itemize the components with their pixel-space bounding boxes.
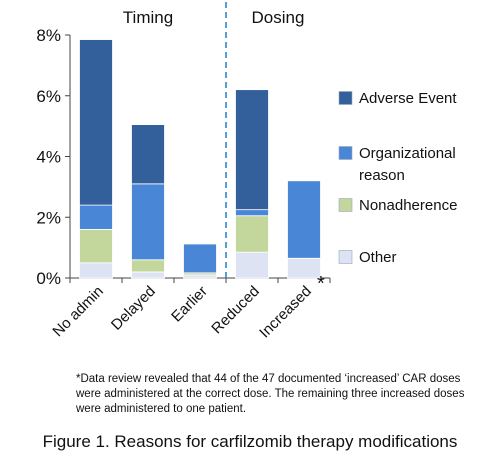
legend-label-adverse-event: Adverse Event: [359, 90, 457, 107]
x-category-label-delayed: Delayed: [108, 283, 159, 334]
y-tick-label: 0%: [36, 269, 61, 288]
y-tick-label: 4%: [36, 148, 61, 167]
legend-label-organizational-reason: Organizational reason: [359, 145, 456, 184]
bar-no-admin-organizational-reason: [79, 204, 113, 230]
bar-delayed-other: [131, 271, 165, 279]
bar-earlier-other: [183, 274, 217, 279]
bar-increased-other: [287, 257, 321, 279]
legend-swatch-adverse-event: [338, 91, 353, 105]
bar-reduced-organizational-reason: [235, 209, 269, 217]
x-category-label-no-admin: No admin: [49, 283, 106, 340]
chart-footnote: *Data review revealed that 44 of the 47 …: [76, 373, 465, 415]
figure-caption: Figure 1. Reasons for carfilzomib therap…: [42, 432, 458, 451]
bar-reduced-adverse-event: [235, 89, 269, 211]
y-tick-label: 8%: [36, 26, 61, 45]
bar-delayed-organizational-reason: [131, 183, 165, 261]
y-tick-label: 6%: [36, 87, 61, 106]
section-label-dosing: Dosing: [252, 8, 305, 27]
legend-swatch-organizational-reason: [338, 146, 353, 160]
legend-label-other: Other: [359, 249, 397, 266]
bar-delayed-adverse-event: [131, 124, 165, 185]
x-category-label-reduced: Reduced: [208, 283, 262, 337]
legend-swatch-nonadherence: [338, 198, 353, 212]
legend-label-nonadherence: Nonadherence: [359, 197, 457, 214]
x-category-label-increased: Increased: [256, 283, 315, 342]
x-category-label-earlier: Earlier: [168, 283, 211, 326]
bar-increased-organizational-reason: [287, 180, 321, 259]
y-tick-label: 2%: [36, 208, 61, 227]
section-label-timing: Timing: [123, 8, 173, 27]
bar-reduced-nonadherence: [235, 215, 269, 253]
bar-reduced-other: [235, 251, 269, 279]
bar-delayed-nonadherence: [131, 259, 165, 273]
bar-no-admin-nonadherence: [79, 228, 113, 264]
bar-earlier-organizational-reason: [183, 243, 217, 274]
bar-no-admin-other: [79, 262, 113, 279]
legend-swatch-other: [338, 250, 353, 264]
bar-no-admin-adverse-event: [79, 39, 113, 206]
asterisk-mark: *: [317, 273, 325, 295]
stacked-bar-chart: 0% 2% 4% 6% 8% No admin Delayed EarlierReducedI…: [36, 2, 457, 342]
